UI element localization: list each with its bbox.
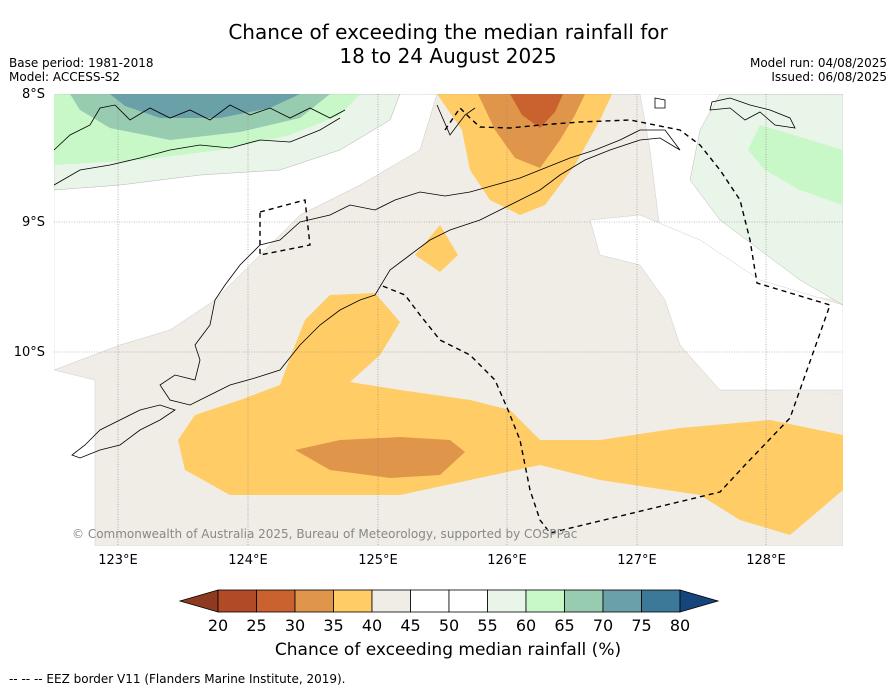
lat-label-10s: 10°S (13, 345, 45, 360)
colorbar-tick: 75 (631, 616, 652, 635)
colorbar-tick: 20 (207, 616, 229, 635)
title-line-1: Chance of exceeding the median rainfall … (228, 20, 668, 44)
meta-right: Model run: 04/08/2025 Issued: 06/08/2025 (750, 56, 887, 84)
lon-label-126e: 126°E (487, 553, 527, 568)
lon-label-123e: 123°E (98, 553, 138, 568)
lon-label-125e: 125°E (358, 553, 398, 568)
colorbar-tick: 45 (400, 616, 421, 635)
region-25-30-top (510, 94, 563, 128)
colorbar-label: Chance of exceeding median rainfall (%) (274, 640, 622, 660)
model-run: Model run: 04/08/2025 (749, 56, 887, 70)
lat-label-8s: 8°S (21, 87, 45, 102)
map-title: Chance of exceeding the median rainfall … (0, 20, 896, 68)
lat-label-9s: 9°S (21, 215, 45, 230)
colorbar-tick: 65 (554, 616, 575, 635)
colorbar-tick: 30 (284, 616, 306, 635)
coastlines (54, 97, 796, 459)
colorbar-tick: 35 (323, 616, 344, 635)
region-35-40-bottom (178, 293, 843, 535)
eez-border (259, 106, 831, 534)
region-30-35-bottom (295, 437, 465, 478)
meta-left: Base period: 1981-2018 Model: ACCESS-S2 (9, 56, 154, 84)
eez-legend-note: -- -- -- EEZ border V11 (Flanders Marine… (9, 672, 346, 686)
colorbar-tick: 55 (477, 616, 498, 635)
base-period: Base period: 1981-2018 (9, 56, 154, 70)
colorbar-tick: 60 (515, 616, 537, 635)
colorbar-tick: 25 (246, 616, 267, 635)
region-30-35-top (478, 94, 585, 168)
model-name: Model: ACCESS-S2 (9, 70, 121, 84)
lon-label-127e: 127°E (617, 553, 657, 568)
title-line-2: 18 to 24 August 2025 (339, 44, 557, 68)
issued-date: Issued: 06/08/2025 (771, 70, 887, 84)
lon-label-124e: 124°E (228, 553, 268, 568)
region-60-65-right (748, 125, 843, 205)
colorbar-tick: 50 (438, 616, 460, 635)
colorbar (178, 589, 720, 613)
colorbar-tick: 40 (361, 616, 383, 635)
colorbar-tick: 80 (669, 616, 691, 635)
copyright-text: © Commonwealth of Australia 2025, Bureau… (72, 527, 578, 541)
colorbar-tick: 70 (592, 616, 614, 635)
lon-label-128e: 128°E (746, 553, 786, 568)
